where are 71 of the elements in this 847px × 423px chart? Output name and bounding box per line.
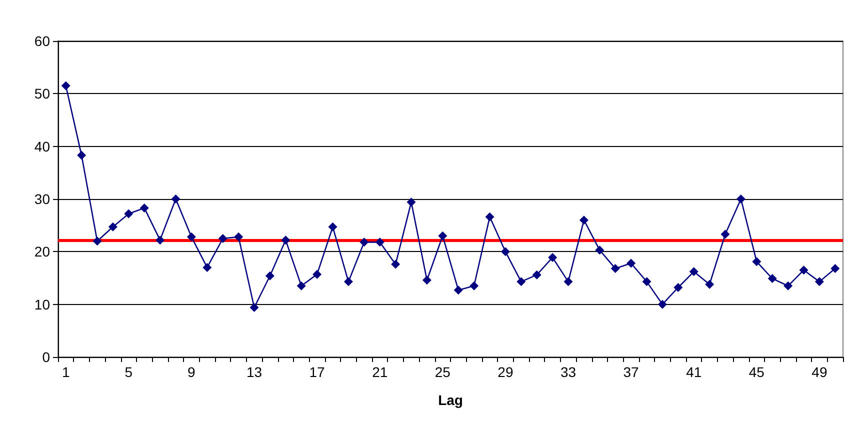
- x-tick-label: 49: [812, 364, 828, 380]
- x-tick-label: 33: [560, 364, 576, 380]
- y-tick-label: 20: [34, 244, 50, 260]
- point: [422, 276, 432, 285]
- y-tick-label: 10: [34, 296, 50, 312]
- point: [720, 230, 730, 239]
- point: [768, 274, 777, 284]
- point: [186, 232, 196, 242]
- point: [202, 262, 212, 272]
- point: [830, 264, 840, 274]
- point: [784, 281, 793, 290]
- x-axis-title: Lag: [438, 392, 463, 408]
- point: [752, 257, 762, 266]
- point: [564, 277, 573, 286]
- point: [296, 281, 306, 290]
- point: [140, 203, 149, 212]
- point: [218, 234, 228, 243]
- point: [626, 258, 636, 268]
- x-tick-label: 9: [188, 364, 196, 380]
- x-tick-label: 5: [124, 364, 133, 380]
- point: [265, 271, 274, 280]
- x-tick-label: 21: [372, 364, 388, 380]
- x-tick-label: 37: [623, 364, 640, 380]
- point: [736, 194, 746, 204]
- x-tick-label: 41: [686, 364, 702, 380]
- point: [281, 236, 290, 245]
- x-tick-label: 17: [309, 364, 326, 380]
- point: [470, 281, 479, 290]
- point: [532, 270, 542, 280]
- point: [500, 247, 510, 256]
- point: [61, 81, 70, 90]
- point: [689, 267, 698, 276]
- point: [799, 266, 808, 275]
- point: [705, 280, 714, 289]
- point: [454, 286, 463, 295]
- point: [360, 238, 369, 247]
- y-tick-label: 0: [42, 349, 50, 365]
- point: [375, 238, 384, 247]
- point: [77, 150, 86, 160]
- point: [438, 231, 448, 240]
- point: [92, 236, 102, 246]
- x-tick-label: 45: [748, 364, 765, 380]
- point: [548, 252, 558, 262]
- x-tick-label: 29: [498, 364, 514, 380]
- point: [595, 246, 604, 255]
- point: [579, 216, 588, 225]
- x-tick-label: 25: [434, 364, 451, 380]
- point: [658, 300, 667, 309]
- point: [516, 277, 526, 286]
- point: [610, 264, 620, 274]
- point: [234, 232, 244, 242]
- point: [328, 222, 338, 232]
- point: [156, 236, 165, 245]
- point: [108, 222, 118, 232]
- point: [312, 270, 322, 279]
- y-tick-label: 50: [34, 86, 50, 102]
- point: [124, 209, 134, 218]
- x-tick-label: 13: [246, 364, 262, 380]
- y-tick-label: 30: [34, 191, 50, 207]
- point: [344, 277, 353, 286]
- point: [406, 198, 416, 207]
- point: [674, 282, 683, 292]
- point: [642, 277, 652, 286]
- point: [171, 194, 180, 204]
- point: [814, 277, 824, 286]
- point: [485, 212, 494, 222]
- y-tick-label: 60: [34, 33, 50, 49]
- point: [391, 260, 400, 269]
- point: [250, 302, 259, 312]
- x-tick-label: 1: [62, 364, 70, 380]
- y-tick-label: 40: [34, 138, 50, 154]
